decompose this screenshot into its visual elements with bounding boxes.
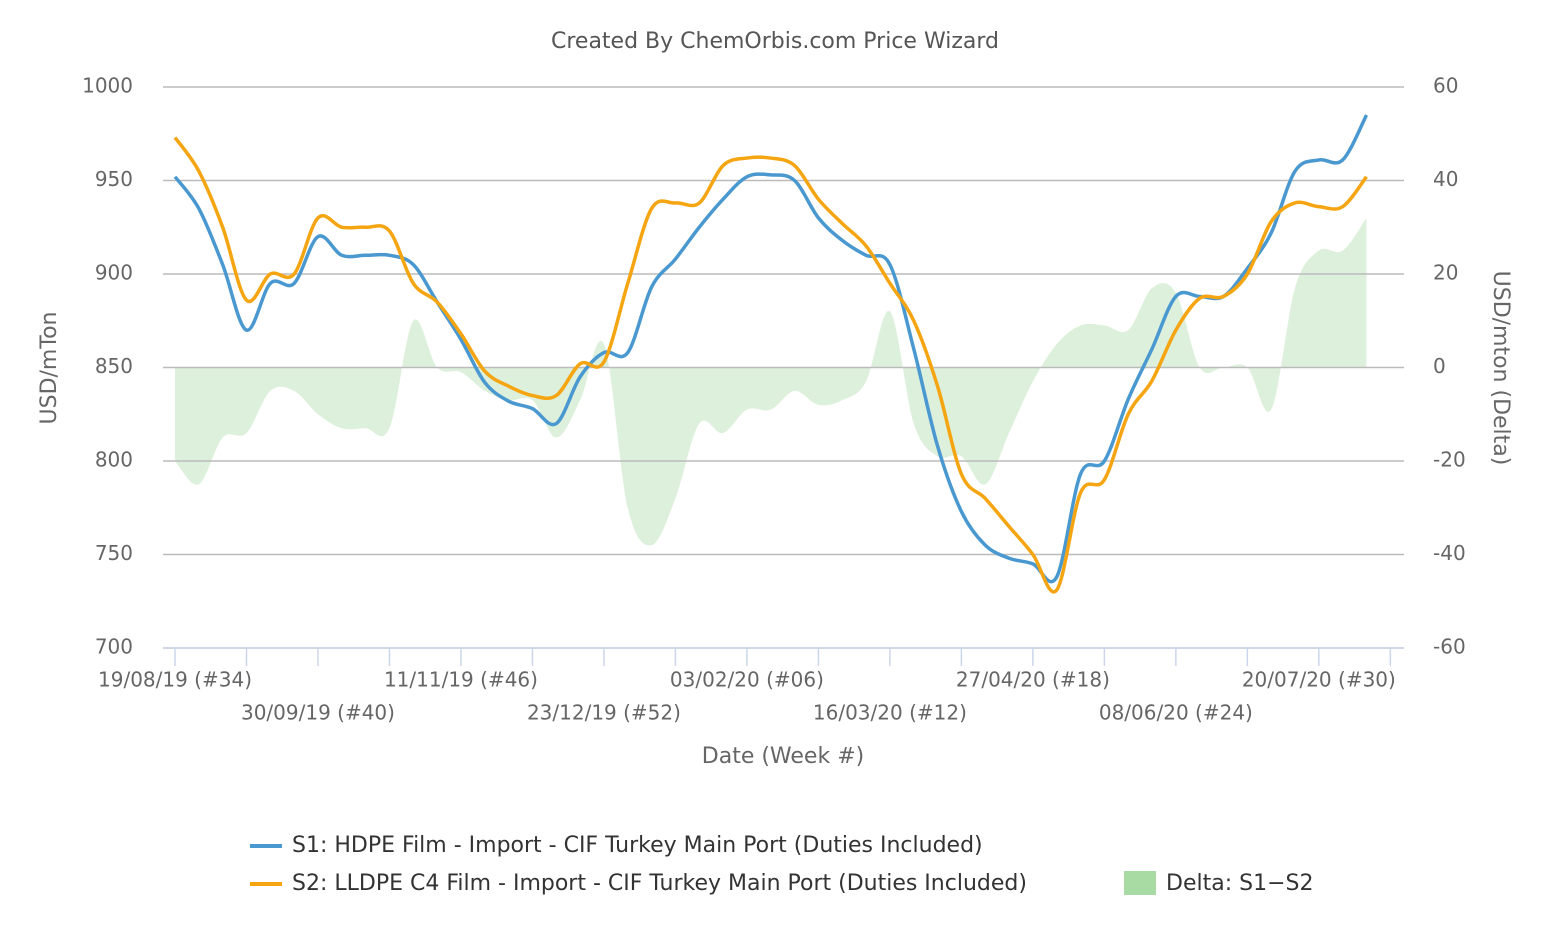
x-axis-label: Date (Week #) [702, 744, 864, 769]
legend-label: S1: HDPE Film - Import - CIF Turkey Main… [292, 833, 983, 858]
x-tick-label: 20/07/20 (#30) [1242, 668, 1396, 692]
y2-tick-label: 0 [1433, 354, 1446, 378]
legend-label: S2: LLDPE C4 Film - Import - CIF Turkey … [292, 871, 1027, 896]
y-tick-label: 950 [95, 167, 133, 191]
y-tick-label: 900 [95, 261, 133, 285]
delta-area [175, 217, 1367, 546]
y2-tick-label: 60 [1433, 74, 1458, 98]
y2-tick-label: 40 [1433, 167, 1458, 191]
y-tick-label: 700 [95, 635, 133, 659]
y2-tick-label: -40 [1433, 541, 1466, 565]
y-tick-label: 750 [95, 541, 133, 565]
series-line [173, 114, 1369, 584]
y2-tick-label: -60 [1433, 635, 1466, 659]
area-layer [175, 217, 1367, 546]
x-tick-label: 19/08/19 (#34) [98, 668, 252, 692]
y2-tick-label: 20 [1433, 261, 1458, 285]
series-line [173, 136, 1368, 594]
x-tick-label: 27/04/20 (#18) [956, 668, 1110, 692]
y-axis-label: USD/mTon [37, 312, 62, 425]
x-tick-label: 11/11/19 (#46) [384, 668, 538, 692]
x-tick-label: 16/03/20 (#12) [813, 701, 967, 725]
y-tick-label: 850 [95, 354, 133, 378]
x-tick-label: 03/02/20 (#06) [670, 668, 824, 692]
x-tick-label: 08/06/20 (#24) [1099, 701, 1253, 725]
y2-tick-label: -20 [1433, 448, 1466, 472]
legend-swatch [1124, 871, 1156, 895]
chart-title: Created By ChemOrbis.com Price Wizard [551, 29, 999, 54]
x-tick-label: 23/12/19 (#52) [527, 701, 681, 725]
legend-label: Delta: S1−S2 [1166, 871, 1313, 896]
y-tick-label: 1000 [82, 74, 133, 98]
x-tick-label: 30/09/19 (#40) [241, 701, 395, 725]
y-tick-label: 800 [95, 448, 133, 472]
y2-axis-label: USD/mton (Delta) [1488, 271, 1513, 466]
